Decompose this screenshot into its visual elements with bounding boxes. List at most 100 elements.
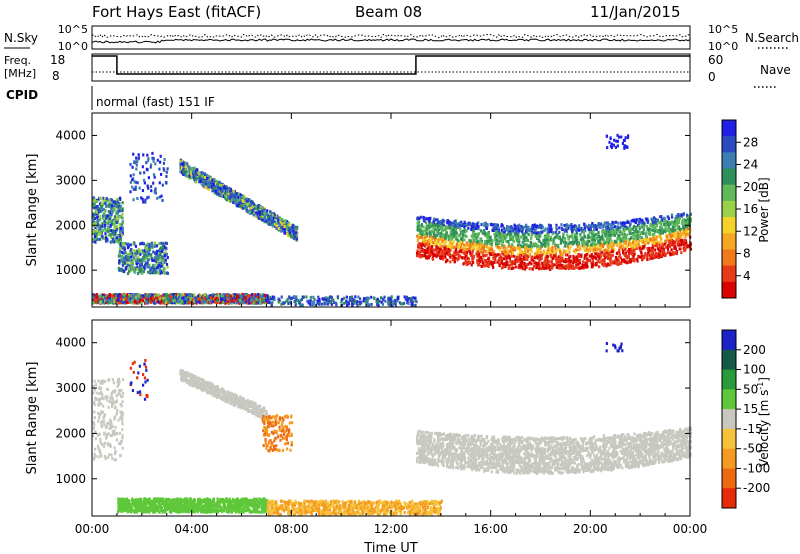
heatmap-cell	[535, 263, 538, 267]
heatmap-cell	[616, 226, 619, 230]
heatmap-cell	[418, 246, 422, 250]
heatmap-cell	[236, 204, 239, 208]
heatmap-cell	[535, 245, 539, 249]
heatmap-cell	[443, 242, 446, 246]
heatmap-cell	[588, 258, 591, 262]
heatmap-cell	[568, 256, 571, 260]
heatmap-cell	[158, 268, 161, 272]
heatmap-cell	[439, 242, 442, 246]
heatmap-cell	[653, 232, 656, 236]
heatmap-cell	[295, 237, 299, 241]
heatmap-cell	[514, 258, 517, 262]
heatmap-cell	[635, 231, 638, 235]
heatmap-cell	[651, 233, 655, 237]
heatmap-cell	[628, 258, 632, 262]
heatmap-cell	[457, 245, 460, 249]
heatmap-cell	[566, 242, 569, 246]
heatmap-cell	[642, 228, 645, 232]
heatmap-cell	[235, 198, 238, 202]
heatmap-cell	[112, 230, 115, 234]
heatmap-cell	[512, 260, 516, 264]
heatmap-cell	[143, 258, 146, 262]
heatmap-cell	[430, 221, 433, 225]
heatmap-cell	[579, 234, 582, 238]
heatmap-cell	[611, 253, 614, 257]
heatmap-cell	[428, 254, 432, 258]
heatmap-cell	[583, 240, 586, 244]
heatmap-cell	[92, 222, 96, 226]
heatmap-cell	[419, 227, 422, 231]
heatmap-cell	[594, 245, 597, 249]
heatmap-cell	[621, 237, 624, 241]
heatmap-cell	[280, 229, 283, 233]
heatmap-cell	[528, 253, 531, 257]
heatmap-cell	[452, 229, 456, 233]
heatmap-cell	[252, 211, 256, 215]
heatmap-cell	[535, 231, 538, 235]
heatmap-cell	[276, 215, 279, 219]
heatmap-cell	[271, 213, 275, 217]
heatmap-cell	[249, 206, 253, 210]
heatmap-cell	[128, 270, 131, 274]
heatmap-cell	[641, 231, 645, 235]
heatmap-cell	[229, 194, 232, 198]
heatmap-cell	[434, 218, 437, 222]
heatmap-cell	[493, 250, 496, 254]
heatmap-cell	[506, 248, 509, 252]
heatmap-cell	[636, 257, 639, 261]
heatmap-cell	[461, 229, 464, 233]
heatmap-cell	[500, 266, 504, 270]
heatmap-cell	[685, 213, 689, 217]
heatmap-cell	[599, 244, 603, 248]
heatmap-cell	[498, 241, 501, 245]
heatmap-cell	[252, 202, 256, 206]
heatmap-cell	[244, 199, 247, 203]
heatmap-cell	[111, 240, 114, 244]
heatmap-cell	[597, 253, 601, 257]
heatmap-cell	[630, 249, 633, 253]
heatmap-cell	[588, 254, 592, 258]
heatmap-cell	[131, 261, 134, 265]
heatmap-cell	[556, 248, 559, 252]
heatmap-cell	[598, 265, 601, 269]
heatmap-cell	[640, 225, 644, 229]
heatmap-cell	[519, 265, 522, 269]
heatmap-cell	[514, 225, 517, 229]
heatmap-cell	[563, 237, 567, 241]
heatmap-cell	[448, 224, 451, 228]
heatmap-cell	[628, 237, 631, 241]
heatmap-cell	[442, 223, 445, 227]
heatmap-cell	[562, 235, 565, 239]
heatmap-cell	[540, 254, 543, 258]
heatmap-cell	[550, 264, 553, 268]
heatmap-cell	[452, 239, 455, 243]
heatmap-cell	[603, 222, 606, 226]
heatmap-cell	[685, 245, 688, 249]
heatmap-cell	[417, 237, 420, 241]
heatmap-cell	[548, 228, 551, 232]
heatmap-cell	[500, 243, 504, 247]
heatmap-cell	[273, 213, 276, 217]
heatmap-cell	[247, 210, 250, 214]
heatmap-cell	[680, 242, 683, 246]
heatmap-cell	[110, 235, 113, 239]
heatmap-cell	[115, 209, 119, 213]
heatmap-cell	[212, 188, 215, 192]
heatmap-cell	[202, 176, 205, 180]
heatmap-cell	[425, 224, 429, 228]
heatmap-cell	[538, 234, 541, 238]
heatmap-cell	[633, 234, 637, 238]
heatmap-cell	[153, 267, 156, 271]
heatmap-cell	[646, 255, 649, 259]
heatmap-cell	[291, 225, 294, 229]
heatmap-cell	[557, 263, 560, 267]
heatmap-cell	[463, 243, 466, 247]
heatmap-cell	[578, 266, 581, 270]
nsky-tick-bottom: 10^0	[58, 40, 88, 53]
heatmap-cell	[547, 266, 551, 270]
station-title: Fort Hays East (fitACF)	[92, 3, 261, 21]
heatmap-cell	[472, 257, 475, 261]
heatmap-cell	[547, 230, 550, 234]
heatmap-cell	[472, 237, 475, 241]
heatmap-cell	[493, 232, 496, 236]
